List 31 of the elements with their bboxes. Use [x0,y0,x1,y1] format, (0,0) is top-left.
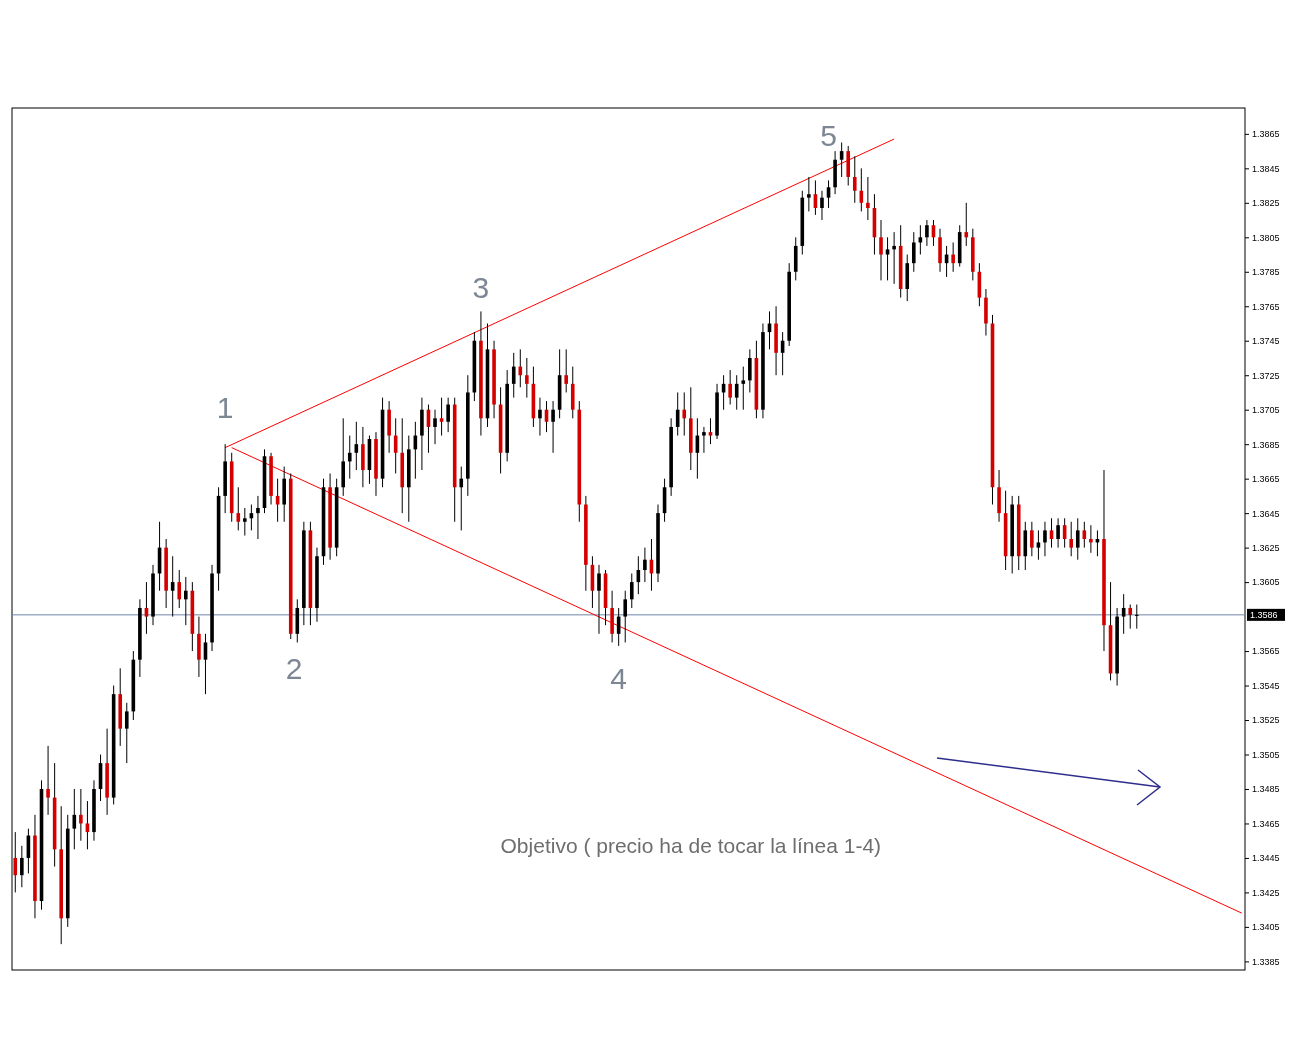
y-tick-label: 1.3745 [1252,336,1280,347]
annotation: 3 [472,270,490,304]
y-tick-label: 1.3465 [1252,818,1280,829]
y-tick-label: 1.3565 [1252,646,1280,657]
y-tick-label: 1.3445 [1252,853,1280,864]
y-tick-label: 1.3405 [1252,922,1280,933]
y-tick-label: 1.3625 [1252,543,1280,553]
annotation: Objetivo ( precio ha de tocar la línea 1-4) [500,834,882,858]
y-tick-label: 1.3545 [1252,680,1280,691]
y-tick-label: 1.3665 [1252,474,1280,485]
y-tick-label: 1.3785 [1252,267,1280,278]
y-tick-label: 1.3485 [1252,784,1280,795]
y-tick-label: 1.3845 [1252,163,1280,174]
y-tick-label: 1.3605 [1252,577,1280,588]
y-tick-label: 1.3505 [1252,749,1280,760]
y-tick-label: 1.3825 [1252,198,1280,209]
annotation: 2 [285,651,303,685]
y-tick-label: 1.3385 [1252,956,1280,967]
y-tick-label: 1.3805 [1252,232,1280,243]
y-tick-label: 1.3705 [1252,405,1280,416]
y-tick-label: 1.3685 [1252,439,1280,450]
y-tick-label: 1.3525 [1252,715,1280,726]
annotation: 1 [216,391,234,425]
y-tick-label: 1.3865 [1252,129,1280,140]
annotation: 5 [820,119,837,153]
y-tick-label: 1.3725 [1252,370,1280,381]
ref-line-label: 1.3586 [1250,610,1278,621]
y-tick-label: 1.3765 [1252,301,1280,312]
y-tick-label: 1.3645 [1252,508,1280,519]
y-tick-label: 1.3425 [1252,887,1280,898]
annotation: 4 [610,662,628,696]
